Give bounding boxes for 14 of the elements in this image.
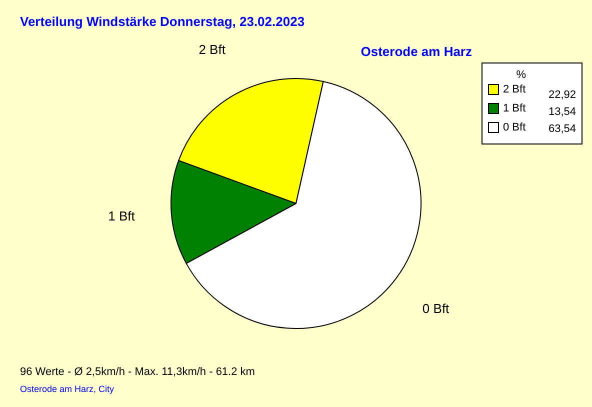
data-label: 63,54	[548, 123, 576, 135]
chart-subtitle: Osterode am Harz	[360, 44, 472, 59]
slice-label: 2 Bft	[198, 42, 226, 57]
legend-label: 2 Bft	[503, 84, 526, 96]
chart-title: Verteilung Windstärke Donnerstag, 23.02.2023	[20, 14, 305, 29]
slice-label: 0 Bft	[422, 300, 450, 316]
data-label: 22,92	[548, 89, 576, 101]
text: 96 Werte - Ø 2,5km/h - Max. 11,3km/h - 61.2 km	[20, 366, 255, 378]
legend-label: 0 Bft	[503, 122, 526, 134]
slice-label: 1 Bft	[108, 208, 136, 224]
text: Osterode am Harz, City	[20, 384, 115, 394]
legend-label: 1 Bft	[503, 102, 526, 114]
data-label: 13,54	[548, 106, 576, 118]
legend-title: %	[516, 69, 526, 81]
